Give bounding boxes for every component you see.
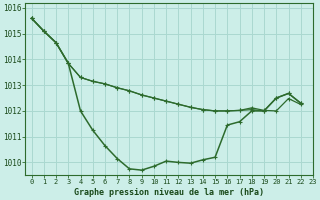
X-axis label: Graphe pression niveau de la mer (hPa): Graphe pression niveau de la mer (hPa) [74,188,264,197]
